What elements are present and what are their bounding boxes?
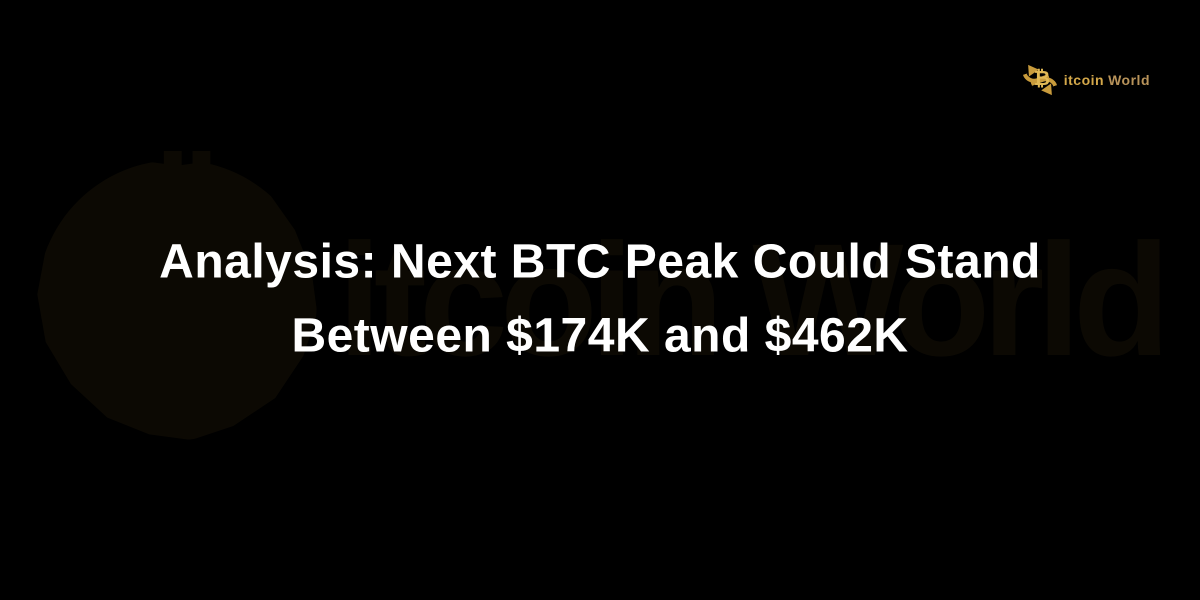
headline-text: Analysis: Next BTC Peak Could Stand Betw… (60, 226, 1140, 375)
logo-globe-icon: ₿ (1022, 62, 1058, 98)
brand-logo: ₿ itcoinWorld (1022, 62, 1150, 98)
logo-text-world: World (1108, 72, 1150, 88)
logo-text: itcoinWorld (1064, 72, 1150, 88)
logo-text-itcoin: itcoin (1064, 72, 1104, 88)
headline-container: Analysis: Next BTC Peak Could Stand Betw… (60, 226, 1140, 375)
